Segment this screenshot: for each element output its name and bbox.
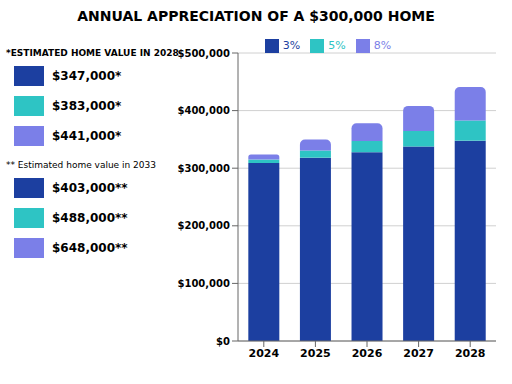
html-text:$488,000**: $488,000** bbox=[52, 211, 128, 225]
html-text:$648,000**: $648,000** bbox=[52, 241, 128, 255]
svg-text:2027: 2027 bbox=[403, 347, 434, 360]
html-text:3%: 3% bbox=[282, 39, 301, 52]
html-text:ANNUAL APPRECIATION OF A $300,: ANNUAL APPRECIATION OF A $300,000 HOME bbox=[77, 8, 435, 24]
html-text:8%: 8% bbox=[373, 39, 392, 52]
html-text:$441,000*: $441,000* bbox=[52, 129, 122, 143]
html-text:*ESTIMATED HOME VALUE IN 2028: *ESTIMATED HOME VALUE IN 2028 bbox=[6, 48, 179, 58]
html-text:$403,000**: $403,000** bbox=[52, 181, 128, 195]
svg-text:$200,000: $200,000 bbox=[177, 220, 230, 231]
html-text:** Estimated home value in 203: ** Estimated home value in 2033 bbox=[6, 160, 156, 170]
svg-text:$400,000: $400,000 bbox=[177, 105, 230, 116]
svg-text:$0: $0 bbox=[216, 336, 230, 347]
svg-text:2025: 2025 bbox=[300, 347, 331, 360]
html-text:$383,000*: $383,000* bbox=[52, 99, 122, 113]
svg-text:$100,000: $100,000 bbox=[177, 278, 230, 289]
svg-text:$500,000: $500,000 bbox=[177, 48, 230, 59]
html-text:5%: 5% bbox=[328, 39, 346, 52]
html-text:$347,000*: $347,000* bbox=[52, 69, 122, 83]
svg-text:2026: 2026 bbox=[352, 347, 383, 360]
svg-text:2028: 2028 bbox=[455, 347, 486, 360]
svg-text:2024: 2024 bbox=[248, 347, 279, 360]
svg-text:$300,000: $300,000 bbox=[177, 163, 230, 174]
